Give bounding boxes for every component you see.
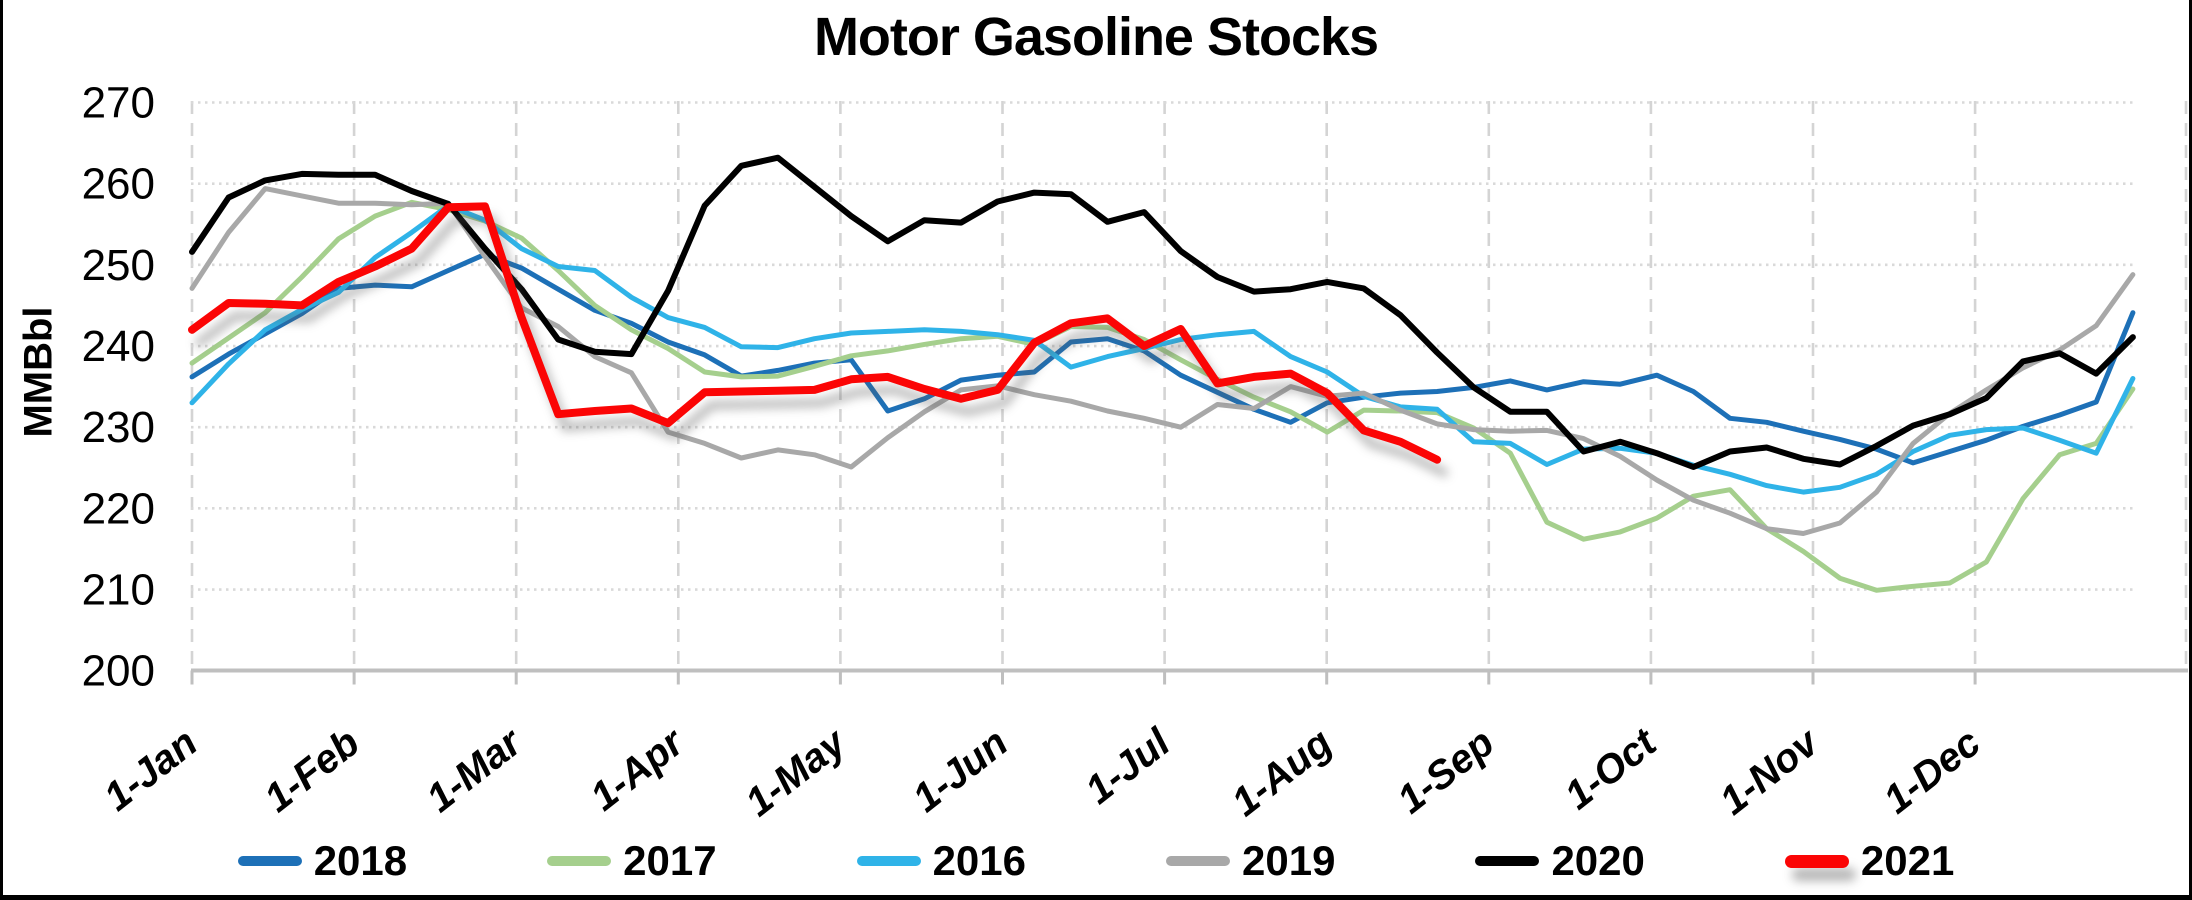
legend-label-2020: 2020	[1551, 837, 1645, 884]
legend-label-2019: 2019	[1242, 837, 1336, 884]
x-tick-label-1-Apr: 1-Apr	[582, 719, 693, 819]
legend-item-2020: 2020	[1475, 837, 1645, 884]
legend-item-2017: 2017	[547, 837, 717, 884]
x-tick-label-1-Oct: 1-Oct	[1557, 719, 1666, 818]
legend-swatch-2016	[856, 856, 921, 866]
series-line-2017	[189, 199, 2136, 593]
x-tick-label-1-Jul: 1-Jul	[1077, 720, 1178, 813]
y-tick-label-230: 230	[82, 403, 155, 452]
y-tick-label-240: 240	[82, 322, 155, 371]
legend: 2018 2017 2016 2019 2020 2021	[3, 830, 2189, 892]
legend-label-2021: 2021	[1860, 837, 1955, 884]
x-tick-label-1-Jan: 1-Jan	[96, 720, 205, 819]
legend-label-2018: 2018	[313, 837, 408, 884]
legend-swatch-2021	[1784, 854, 1849, 868]
legend-item-2018: 2018	[237, 837, 408, 884]
legend-swatch-2018	[237, 856, 302, 866]
legend-item-2016: 2016	[856, 837, 1026, 884]
x-tick-label-1-Sep: 1-Sep	[1389, 720, 1502, 822]
plot-area: 200 210 220 230 240 250 260 270 1-Jan 1-Feb 1-Mar 1…	[82, 79, 2188, 825]
x-tick-label-1-Feb: 1-Feb	[256, 720, 367, 820]
y-tick-label-270: 270	[82, 79, 155, 128]
series-line-2021	[188, 202, 1442, 464]
x-tick-label-1-May: 1-May	[737, 719, 855, 825]
series-line-2020	[189, 154, 2136, 470]
x-tick-label-1-Nov: 1-Nov	[1712, 719, 1829, 824]
legend-item-2019: 2019	[1166, 840, 1335, 882]
legend-item-2021: 2021	[1784, 837, 1955, 884]
series-line-2016	[189, 203, 2136, 495]
x-tick-label-1-Jun: 1-Jun	[905, 720, 1016, 820]
legend-label-2016: 2016	[932, 837, 1026, 884]
legend-label-2017: 2017	[623, 837, 717, 884]
y-tick-label-260: 260	[82, 160, 155, 209]
x-tick-label-1-Aug: 1-Aug	[1224, 720, 1340, 824]
legend-swatch-2020	[1475, 856, 1540, 866]
chart-title: Motor Gasoline Stocks	[813, 7, 1379, 67]
legend-swatch-2017	[547, 856, 612, 866]
y-tick-label-210: 210	[82, 566, 155, 615]
series-line-2018	[189, 251, 2136, 466]
x-tick-label-1-Mar: 1-Mar	[419, 719, 532, 821]
y-tick-label-250: 250	[82, 241, 155, 290]
y-tick-label-220: 220	[82, 484, 155, 533]
y-tick-label-200: 200	[82, 647, 155, 696]
legend-swatch-2019	[1166, 856, 1230, 866]
x-tick-label-1-Dec: 1-Dec	[1876, 720, 1989, 822]
